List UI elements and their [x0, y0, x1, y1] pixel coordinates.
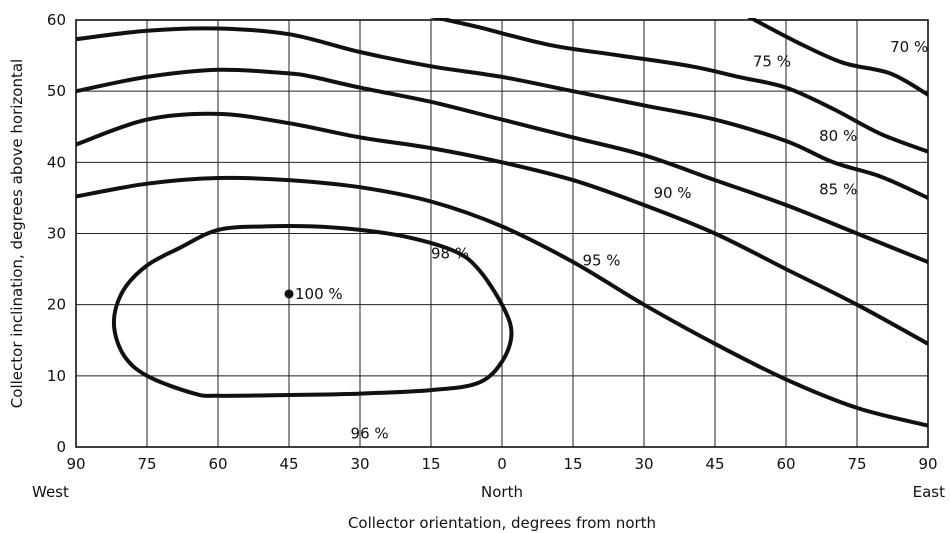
contour-label-80: 80 %: [819, 127, 857, 145]
y-tick-label: 50: [47, 82, 66, 100]
x-tick-label: 45: [279, 455, 298, 473]
contour-line-90: [76, 111, 928, 346]
x-axis-label: Collector orientation, degrees from nort…: [348, 514, 656, 532]
x-tick-label: 45: [705, 455, 724, 473]
optimum-point: [284, 289, 294, 299]
contour-label-90: 90 %: [653, 184, 691, 202]
contour-line-70: [746, 18, 928, 97]
x-direction-label: East: [913, 483, 945, 501]
contour-lines: 100 %: [76, 18, 928, 428]
x-tick-label: 30: [634, 455, 653, 473]
contour-labels: 70 % 75 % 80 % 85 % 90 % 95 % 98 % 96 %: [351, 38, 929, 442]
y-tick-label: 10: [47, 367, 66, 385]
contour-line-98: [111, 223, 514, 398]
contour-line-80: [76, 26, 928, 200]
y-tick-label: 20: [47, 296, 66, 314]
contour-line-85: [76, 67, 928, 264]
contour-label-75: 75 %: [753, 52, 791, 70]
x-tick-label: 90: [918, 455, 937, 473]
contour-line-95: [76, 175, 928, 428]
axis-ticks: 90 75 60 45 30 15 0 15 30 45 60 75 90 West North East 0 1…: [32, 11, 945, 501]
y-tick-label: 30: [47, 225, 66, 243]
x-direction-label: West: [32, 483, 69, 501]
contour-line-75: [429, 18, 928, 154]
x-tick-label: 60: [776, 455, 795, 473]
x-tick-label: 30: [350, 455, 369, 473]
contour-label-98: 98 %: [431, 244, 469, 262]
x-tick-label: 90: [66, 455, 85, 473]
contour-label-85: 85 %: [819, 180, 857, 198]
contour-label-95: 95 %: [582, 252, 620, 270]
x-tick-label: 60: [208, 455, 227, 473]
x-tick-label: 15: [421, 455, 440, 473]
x-tick-label: 15: [563, 455, 582, 473]
y-tick-label: 60: [47, 11, 66, 29]
contour-label-96: 96 %: [351, 424, 389, 442]
y-tick-label: 40: [47, 153, 66, 171]
contour-label-70: 70 %: [890, 38, 928, 56]
x-tick-label: 0: [497, 455, 507, 473]
x-tick-label: 75: [137, 455, 156, 473]
plot-frame: [75, 19, 929, 448]
x-direction-label: North: [481, 483, 523, 501]
y-axis-label: Collector inclination, degrees above hor…: [8, 59, 26, 408]
optimum-point-label: 100 %: [295, 285, 343, 303]
y-tick-label: 0: [56, 438, 66, 456]
x-tick-label: 75: [847, 455, 866, 473]
